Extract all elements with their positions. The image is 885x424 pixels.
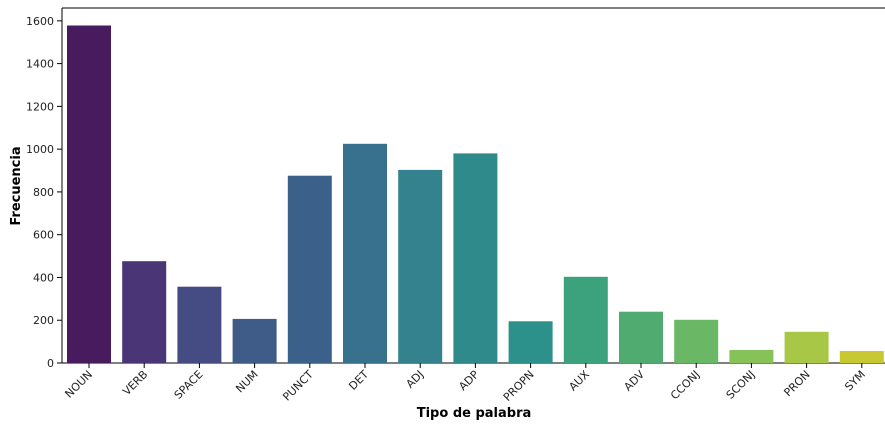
y-tick-label: 1200 — [26, 100, 54, 113]
x-tick-label: VERB — [120, 368, 150, 398]
bar-aux — [563, 276, 608, 363]
bar-sconj — [729, 350, 774, 363]
bar-pron — [784, 331, 829, 363]
bar-verb — [122, 261, 167, 363]
x-tick-label: SYM — [842, 368, 868, 394]
x-tick-label: CCONJ — [668, 368, 702, 402]
x-tick-label: SCONJ — [724, 368, 758, 402]
bar-adv — [619, 311, 663, 363]
x-tick-label: PROPN — [501, 368, 537, 404]
x-tick-label: ADJ — [404, 368, 427, 391]
bar-space — [177, 286, 222, 363]
x-tick-label: PUNCT — [280, 368, 316, 404]
bars-group — [67, 25, 884, 363]
x-tick-label: DET — [346, 368, 371, 393]
bar-propn — [508, 321, 553, 363]
x-tick-label: NOUN — [62, 368, 95, 401]
bar-noun — [67, 25, 111, 363]
x-tick-label: PRON — [781, 368, 812, 399]
bar-num — [232, 318, 277, 363]
y-tick-label: 400 — [33, 271, 54, 284]
y-tick-label: 1400 — [26, 58, 54, 71]
y-tick-label: 1000 — [26, 143, 54, 156]
x-tick-label: AUX — [566, 368, 592, 394]
bar-sym — [839, 351, 884, 363]
x-axis-title: Tipo de palabra — [417, 406, 532, 421]
y-tick-label: 200 — [33, 314, 54, 327]
x-tick-label: ADV — [621, 368, 647, 394]
bar-adp — [453, 153, 498, 363]
x-axis-ticks: NOUN VERB SPACE NUM PUNCT DET ADJ ADP PROPN AUX AD… — [62, 363, 868, 404]
x-tick-label: ADP — [456, 368, 481, 393]
x-tick-label: NUM — [233, 368, 260, 395]
bar-punct — [287, 175, 332, 363]
y-tick-label: 1600 — [26, 15, 54, 28]
y-axis-title: Frecuencia — [9, 146, 24, 225]
bar-adj — [398, 169, 443, 363]
y-tick-label: 600 — [33, 229, 54, 242]
x-tick-label: SPACE — [172, 368, 206, 402]
y-axis-ticks: 0 200 400 600 800 1000 1200 1400 1600 — [26, 15, 62, 370]
y-tick-label: 800 — [33, 186, 54, 199]
bar-det — [343, 143, 387, 363]
bar-cconj — [674, 319, 719, 363]
y-tick-label: 0 — [47, 357, 54, 370]
